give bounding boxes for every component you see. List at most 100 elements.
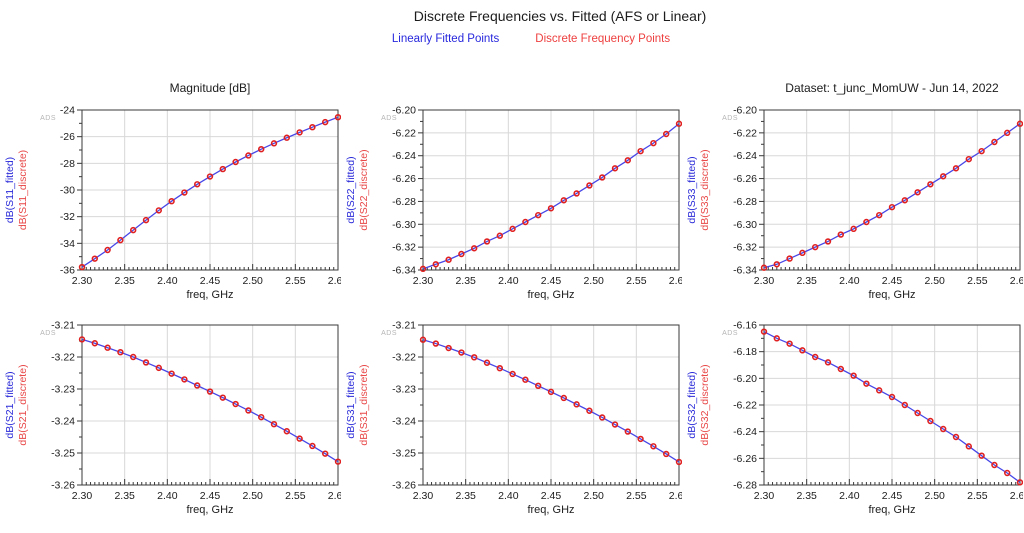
discrete-point-marker[interactable] — [155, 364, 163, 372]
discrete-point-marker[interactable] — [812, 353, 819, 361]
discrete-point-marker[interactable] — [773, 335, 781, 342]
discrete-point-marker[interactable] — [142, 216, 150, 224]
plot-canvas-s11[interactable]: Magnitude [dB] ADS 2.30 2.35 2.40 2.45 2.50 2.5… — [0, 75, 348, 301]
discrete-point-marker[interactable] — [914, 409, 921, 417]
fitted-line-trace[interactable] — [81, 116, 339, 268]
discrete-point-marker[interactable] — [296, 129, 303, 136]
discrete-point-marker[interactable] — [650, 139, 657, 147]
discrete-point-marker[interactable] — [232, 158, 239, 166]
discrete-point-marker[interactable] — [181, 376, 188, 383]
discrete-point-marker[interactable] — [799, 249, 806, 257]
discrete-point-marker[interactable] — [181, 189, 188, 196]
discrete-point-marker[interactable] — [586, 182, 593, 189]
discrete-point-marker[interactable] — [168, 370, 175, 377]
discrete-point-marker[interactable] — [812, 243, 819, 251]
discrete-point-marker[interactable] — [219, 394, 227, 401]
discrete-point-marker[interactable] — [637, 147, 644, 155]
discrete-point-marker[interactable] — [522, 218, 529, 226]
discrete-point-marker[interactable] — [824, 238, 832, 245]
discrete-point-marker[interactable] — [675, 458, 683, 466]
discrete-point-marker[interactable] — [914, 189, 921, 196]
discrete-point-marker[interactable] — [965, 443, 972, 450]
discrete-point-marker[interactable] — [334, 458, 342, 465]
discrete-point-marker[interactable] — [245, 407, 252, 414]
discrete-point-marker[interactable] — [322, 118, 329, 126]
plot-canvas-s22[interactable]: ADS 2.30 2.35 2.40 2.45 2.50 2.55 2.60 -6.20 -6.2… — [341, 75, 689, 302]
discrete-point-marker[interactable] — [219, 165, 227, 173]
discrete-point-marker[interactable] — [419, 336, 427, 343]
discrete-point-marker[interactable] — [940, 173, 947, 180]
discrete-point-marker[interactable] — [991, 138, 998, 146]
discrete-point-marker[interactable] — [837, 365, 845, 373]
discrete-point-marker[interactable] — [496, 232, 504, 239]
discrete-point-marker[interactable] — [837, 231, 845, 238]
discrete-point-marker[interactable] — [130, 226, 137, 234]
discrete-point-marker[interactable] — [445, 256, 452, 263]
discrete-point-marker[interactable] — [535, 211, 542, 219]
discrete-point-marker[interactable] — [876, 387, 883, 394]
discrete-point-marker[interactable] — [283, 134, 290, 141]
discrete-point-marker[interactable] — [78, 263, 86, 271]
fitted-line-trace[interactable] — [81, 338, 339, 463]
discrete-point-marker[interactable] — [599, 174, 606, 181]
discrete-point-marker[interactable] — [863, 380, 870, 387]
discrete-point-marker[interactable] — [296, 435, 303, 442]
discrete-point-marker[interactable] — [432, 340, 440, 347]
discrete-point-marker[interactable] — [471, 245, 478, 252]
discrete-point-marker[interactable] — [91, 255, 99, 262]
discrete-point-marker[interactable] — [509, 225, 516, 233]
discrete-point-marker[interactable] — [1016, 120, 1024, 127]
discrete-point-marker[interactable] — [445, 344, 452, 352]
discrete-point-marker[interactable] — [309, 442, 316, 450]
discrete-point-marker[interactable] — [624, 157, 631, 164]
discrete-point-marker[interactable] — [232, 400, 239, 408]
discrete-point-marker[interactable] — [142, 359, 150, 366]
discrete-point-marker[interactable] — [799, 347, 806, 354]
discrete-point-marker[interactable] — [104, 344, 111, 351]
discrete-point-marker[interactable] — [78, 336, 86, 343]
discrete-point-marker[interactable] — [104, 246, 111, 254]
discrete-point-marker[interactable] — [888, 393, 896, 401]
discrete-point-marker[interactable] — [573, 401, 580, 408]
discrete-point-marker[interactable] — [824, 359, 832, 366]
discrete-point-marker[interactable] — [573, 190, 580, 197]
discrete-point-marker[interactable] — [458, 349, 465, 356]
fitted-line-trace[interactable] — [422, 339, 680, 463]
fitted-line-trace[interactable] — [422, 123, 680, 270]
discrete-point-marker[interactable] — [876, 211, 883, 219]
plot-canvas-s21[interactable]: ADS 2.30 2.35 2.40 2.45 2.50 2.55 2.60 -3.21 -3.2… — [0, 300, 348, 525]
discrete-point-marker[interactable] — [194, 382, 201, 389]
plot-canvas-s33[interactable]: Dataset: t_junc_MomUW - Jun 14, 2022 ADS 2… — [682, 75, 1024, 301]
discrete-point-marker[interactable] — [206, 173, 214, 180]
discrete-point-marker[interactable] — [901, 197, 909, 204]
discrete-point-marker[interactable] — [650, 443, 657, 450]
discrete-point-marker[interactable] — [155, 207, 163, 214]
discrete-point-marker[interactable] — [888, 203, 896, 211]
discrete-point-marker[interactable] — [560, 394, 568, 402]
discrete-point-marker[interactable] — [270, 420, 278, 428]
discrete-point-marker[interactable] — [952, 165, 960, 172]
discrete-point-marker[interactable] — [117, 236, 124, 244]
discrete-point-marker[interactable] — [599, 414, 606, 421]
discrete-point-marker[interactable] — [927, 417, 934, 425]
discrete-point-marker[interactable] — [952, 433, 960, 441]
discrete-point-marker[interactable] — [611, 421, 619, 428]
discrete-point-marker[interactable] — [471, 354, 478, 361]
discrete-point-marker[interactable] — [850, 225, 857, 233]
discrete-point-marker[interactable] — [978, 147, 985, 155]
discrete-point-marker[interactable] — [496, 364, 504, 372]
discrete-point-marker[interactable] — [91, 340, 99, 347]
discrete-point-marker[interactable] — [560, 197, 568, 204]
plot-canvas-s31[interactable]: ADS 2.30 2.35 2.40 2.45 2.50 2.55 2.60 -3.21 -3.2… — [341, 300, 689, 525]
discrete-point-marker[interactable] — [1004, 469, 1011, 477]
discrete-point-marker[interactable] — [863, 218, 870, 226]
discrete-point-marker[interactable] — [258, 145, 265, 153]
discrete-point-marker[interactable] — [940, 425, 947, 433]
discrete-point-marker[interactable] — [586, 407, 593, 414]
fitted-line-trace[interactable] — [763, 123, 1021, 269]
discrete-point-marker[interactable] — [206, 388, 214, 395]
discrete-point-marker[interactable] — [334, 113, 342, 121]
discrete-point-marker[interactable] — [675, 120, 683, 127]
discrete-point-marker[interactable] — [130, 353, 137, 361]
discrete-point-marker[interactable] — [611, 165, 619, 172]
